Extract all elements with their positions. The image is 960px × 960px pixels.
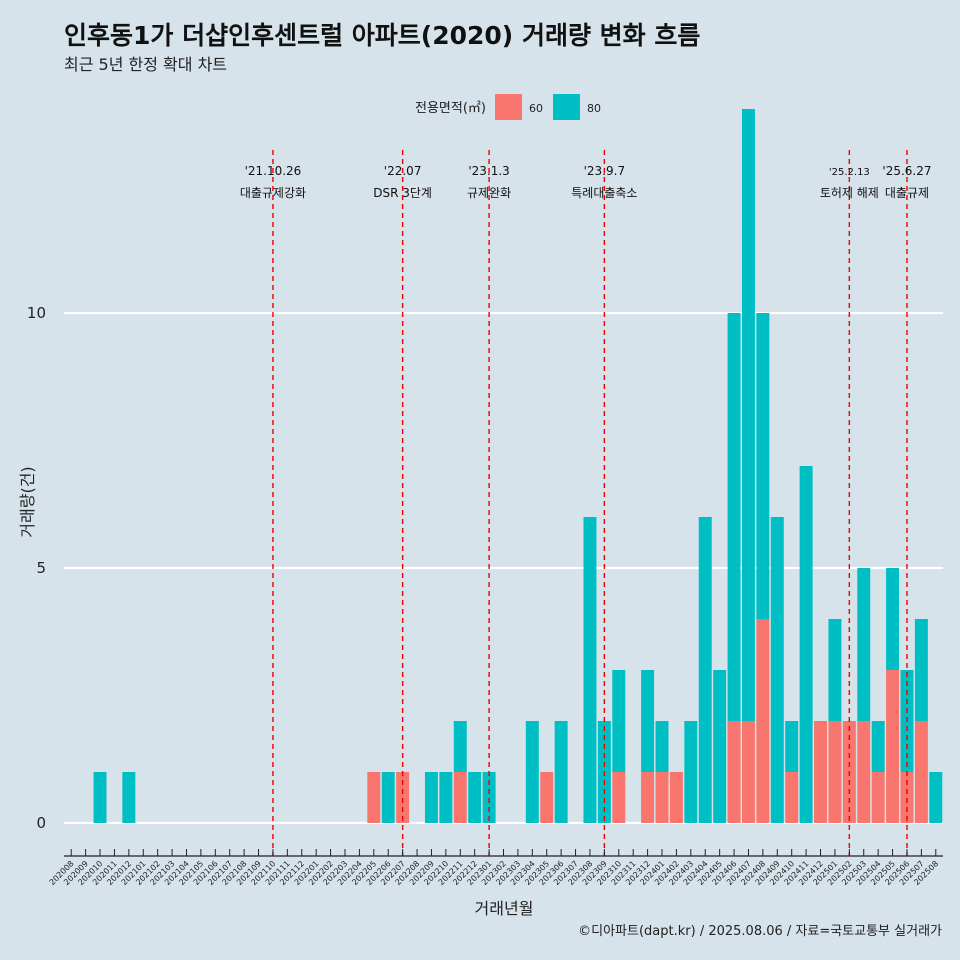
bar-60-202412 (814, 721, 828, 823)
bar-60-202410 (785, 772, 799, 823)
bar-80-202406 (727, 313, 741, 721)
bar-80-202211 (453, 721, 467, 772)
bar-80-202409 (770, 517, 784, 823)
x-axis: 2020082020092020102020112020122021012021… (48, 849, 943, 887)
bar-60-202408 (756, 619, 770, 823)
bar-60-202211 (453, 772, 467, 823)
y-tick-label: 10 (27, 304, 46, 322)
event-date: '25.2.13 (829, 167, 870, 178)
bar-60-202312 (641, 772, 655, 823)
bars (93, 109, 943, 823)
legend-swatch-60 (495, 94, 522, 120)
bar-80-202210 (439, 772, 453, 823)
event-label: 대출규제강화 (240, 186, 306, 200)
bar-80-202404 (698, 517, 712, 823)
bar-80-202308 (583, 517, 597, 823)
bar-80-202304 (525, 721, 539, 823)
y-axis-ticks: 0 5 10 (27, 304, 46, 832)
bar-80-202010 (93, 772, 107, 823)
legend-title: 전용면적(㎡) (415, 101, 486, 116)
bar-80-202408 (756, 313, 770, 619)
bar-60-202310 (612, 772, 626, 823)
bar-80-202503 (857, 568, 871, 721)
bar-60-202507 (914, 721, 928, 823)
bar-80-202209 (424, 772, 438, 823)
event-date: '23.1.3 (468, 164, 509, 178)
caption: ©디아파트(dapt.kr) / 2025.08.06 / 자료=국토교통부 실… (578, 924, 942, 939)
bar-80-202206 (381, 772, 395, 823)
bar-80-202411 (799, 466, 813, 823)
bar-60-202503 (857, 721, 871, 823)
legend: 전용면적(㎡) 60 80 (415, 94, 601, 120)
bar-80-202401 (655, 721, 669, 772)
bar-80-202508 (929, 772, 943, 823)
legend-swatch-80 (553, 94, 580, 120)
bar-80-202310 (612, 670, 626, 772)
bar-60-202305 (540, 772, 554, 823)
y-axis-title: 거래량(건) (18, 466, 37, 537)
event-markers: '21.10.26 대출규제강화 '22.07 DSR 3단계 '23.1.3 규제완화 '… (240, 150, 932, 856)
bar-80-202212 (468, 772, 482, 823)
bar-60-202207 (396, 772, 410, 823)
bar-60-202505 (886, 670, 900, 823)
event-label: 규제완화 (467, 186, 511, 200)
legend-label-80: 80 (587, 102, 601, 115)
bar-60-202402 (669, 772, 683, 823)
bar-60-202506 (900, 772, 914, 823)
legend-label-60: 60 (529, 102, 543, 115)
bar-80-202407 (741, 109, 755, 721)
event-date: '21.10.26 (245, 164, 302, 178)
event-label: 토허제 해제 (820, 186, 879, 200)
y-tick-label: 0 (36, 814, 46, 832)
event-date: '22.07 (384, 164, 422, 178)
bar-60-202401 (655, 772, 669, 823)
event-date: '23.9.7 (584, 164, 625, 178)
bar-80-202505 (886, 568, 900, 670)
bar-80-202403 (684, 721, 698, 823)
bar-80-202405 (713, 670, 727, 823)
bar-60-202501 (828, 721, 842, 823)
bar-80-202507 (914, 619, 928, 721)
bar-60-202205 (367, 772, 381, 823)
bar-80-202306 (554, 721, 568, 823)
chart-title: 인후동1가 더샵인후센트럴 아파트(2020) 거래량 변화 흐름 (64, 21, 700, 50)
chart-subtitle: 최근 5년 한정 확대 차트 (64, 55, 227, 74)
bar-80-202301 (482, 772, 496, 823)
bar-80-202410 (785, 721, 799, 772)
y-tick-label: 5 (36, 559, 46, 577)
bar-60-202406 (727, 721, 741, 823)
bar-80-202312 (641, 670, 655, 772)
bar-60-202407 (741, 721, 755, 823)
x-axis-title: 거래년월 (475, 899, 534, 918)
bar-80-202504 (871, 721, 885, 772)
event-date: '25.6.27 (882, 164, 931, 178)
bar-80-202012 (122, 772, 136, 823)
event-label: 대출규제 (885, 186, 929, 200)
event-label: DSR 3단계 (373, 186, 432, 200)
bar-60-202504 (871, 772, 885, 823)
event-label: 특례대출축소 (571, 186, 637, 200)
bar-80-202501 (828, 619, 842, 721)
